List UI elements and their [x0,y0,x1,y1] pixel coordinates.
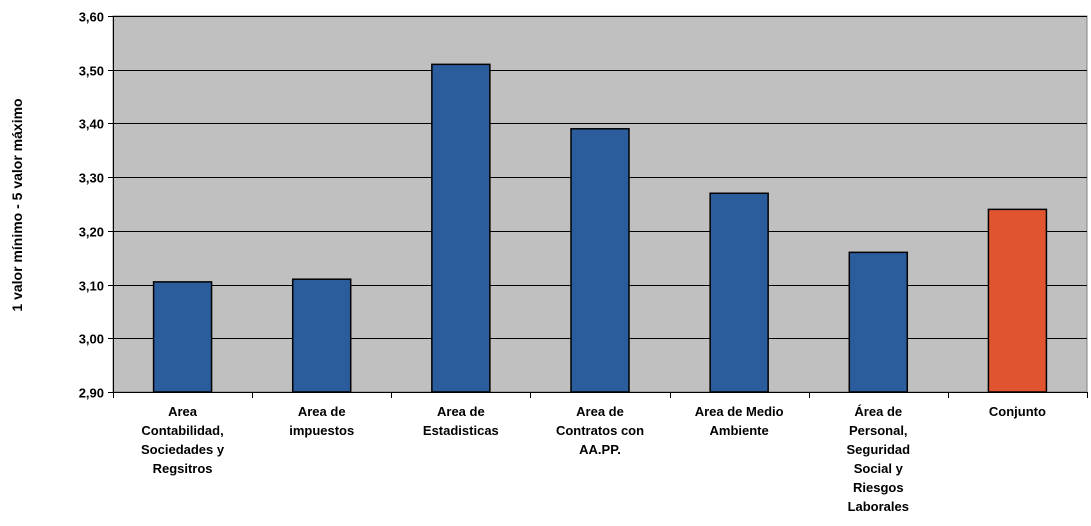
y-axis-label: 1 valor mínimo - 5 valor máximo [9,98,25,311]
x-tick-label: Área de Personal, Seguridad Social y Riesgos… [846,404,910,514]
bar [152,281,213,393]
bar [431,63,491,393]
x-tick-label: Conjunto [989,404,1046,419]
bar [570,128,630,393]
y-tick-label: 2,90 [79,386,104,401]
x-tick-label: Area de Contratos con AA.PP. [556,404,644,457]
x-tick-label: Area de Medio Ambiente [695,404,784,438]
y-tick-label: 3,60 [79,10,104,25]
x-tick-label: Area de Estadisticas [423,404,499,438]
y-tick-label: 3,20 [79,225,104,240]
bar [709,192,769,393]
bar-conjunto [987,208,1048,393]
y-tick-label: 3,40 [79,117,104,132]
y-tick-label: 3,50 [79,64,104,79]
y-tick-label: 3,00 [79,332,104,347]
y-tick-label: 3,30 [79,171,104,186]
x-tick-label: Area Contabilidad, Sociedades y Regsitros [141,404,225,476]
x-tick-label: Area de impuestos [289,404,354,438]
bar [848,251,909,393]
bar [291,278,352,393]
y-tick-label: 3,10 [79,279,104,294]
